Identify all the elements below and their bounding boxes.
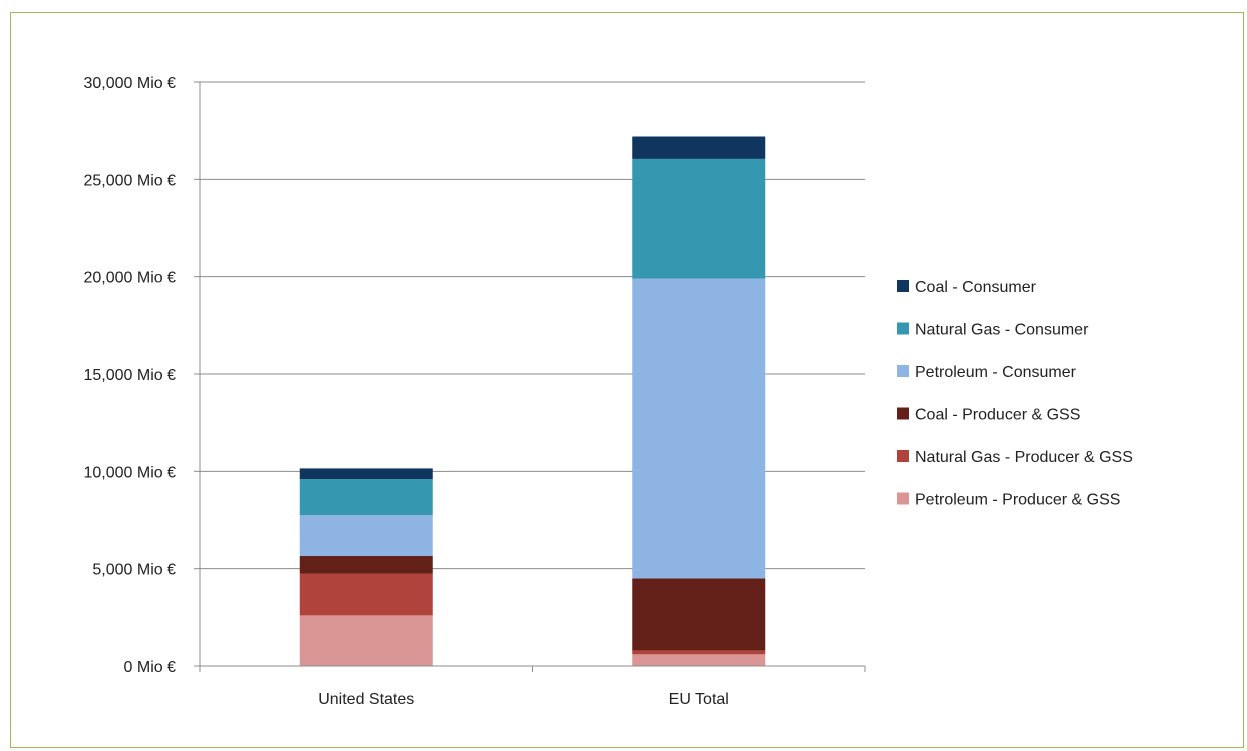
legend: Coal - Consumer Natural Gas - Consumer Pet… (897, 279, 1133, 509)
bar-segment (632, 654, 766, 666)
bar-segment (632, 650, 766, 655)
bar-segment (299, 615, 433, 666)
y-tick-label: 20,000 Mio € (83, 270, 176, 287)
bar-segment (299, 556, 433, 574)
axes (194, 81, 866, 672)
bar-segment (632, 158, 766, 279)
bar-segment (632, 136, 766, 159)
bar-segment (632, 278, 766, 579)
bar-segment (299, 515, 433, 557)
legend-swatch (897, 365, 909, 377)
bar-segment (299, 468, 433, 480)
legend-swatch (897, 407, 909, 420)
legend-swatch (897, 492, 909, 505)
legend-label: Natural Gas - Consumer (915, 322, 1089, 339)
y-tick-label: 15,000 Mio € (83, 367, 176, 384)
legend-swatch (897, 280, 909, 292)
legend-label: Coal - Producer & GSS (915, 407, 1080, 424)
bar-segment (632, 578, 766, 651)
x-tick-label: EU Total (669, 691, 729, 708)
y-tick-label: 5,000 Mio € (92, 562, 176, 579)
bars (299, 136, 766, 666)
x-axis-tick-labels: United States EU Total (318, 691, 729, 708)
legend-label: Petroleum - Consumer (915, 364, 1077, 381)
y-axis-tick-labels: 0 Mio € 5,000 Mio € 10,000 Mio € 15,000 Mio… (83, 75, 176, 676)
bar-segment (299, 573, 433, 616)
legend-swatch (897, 322, 909, 335)
legend-label: Coal - Consumer (915, 279, 1037, 296)
y-tick-label: 30,000 Mio € (83, 75, 176, 92)
y-tick-label: 25,000 Mio € (83, 172, 176, 189)
y-tick-label: 0 Mio € (124, 659, 177, 676)
legend-swatch (897, 450, 909, 462)
legend-label: Petroleum - Producer & GSS (915, 492, 1120, 509)
bar-segment (299, 479, 433, 516)
chart-frame (10, 12, 1244, 748)
x-tick-label: United States (318, 691, 414, 708)
y-tick-label: 10,000 Mio € (83, 464, 176, 481)
legend-label: Natural Gas - Producer & GSS (915, 449, 1133, 466)
